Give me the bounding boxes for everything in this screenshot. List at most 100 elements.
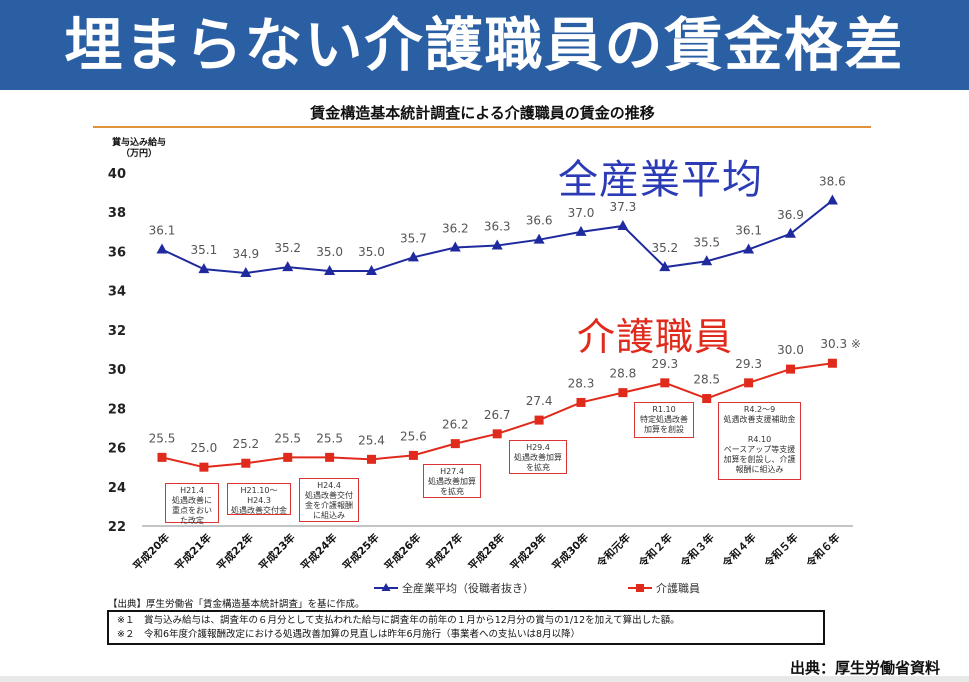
data-point-square [283, 452, 293, 462]
x-tick-label: 平成23年 [256, 531, 298, 573]
legend-marker-triangle [381, 583, 391, 591]
data-point-square [450, 439, 460, 449]
data-point-triangle [198, 263, 210, 274]
data-label: 36.9 [777, 208, 804, 222]
data-label: 35.2 [274, 241, 301, 255]
data-label: 28.3 [568, 376, 595, 390]
data-label: 25.5 [149, 431, 176, 445]
annotation-line: R4.10 [747, 435, 772, 444]
data-label: 36.2 [442, 222, 469, 236]
y-tick-label: 30 [108, 363, 126, 378]
annotation-line: 処遇改善加算 [428, 477, 476, 486]
x-tick-label: 令和２年 [635, 531, 675, 571]
series-title-care-workers: 介護職員 [577, 315, 734, 359]
data-point-square [367, 454, 376, 464]
data-point-triangle [407, 251, 419, 262]
annotation-line: 重点をおい [172, 506, 212, 515]
x-tick-label: 平成21年 [172, 531, 214, 573]
y-tick-label: 34 [108, 285, 126, 300]
annotation-r1-10: R1.10 特定処遇改善 加算を創設 [634, 402, 694, 438]
data-point-square [660, 378, 670, 388]
annotation-line: 処遇改善に [172, 496, 212, 505]
legend-label-care-workers: 介護職員 [656, 581, 700, 595]
data-point-triangle [826, 194, 838, 205]
data-label: 29.3 [651, 357, 678, 371]
x-tick-label: 令和元年 [593, 531, 633, 571]
annotation-line: R4.2～9 [743, 405, 776, 414]
data-label: 25.6 [400, 429, 427, 443]
data-point-triangle [282, 261, 294, 272]
data-point-triangle [659, 261, 671, 272]
data-point-square [492, 429, 502, 439]
data-point-triangle [701, 255, 713, 266]
annotation-line: H27.4 [440, 467, 464, 476]
annotation-line: た改定 [180, 516, 204, 525]
annotation-h21-4: H21.4 処遇改善に 重点をおい た改定 [165, 483, 219, 525]
annotation-line: H29.4 [526, 443, 550, 452]
annotation-line: 特定処遇改善 [640, 415, 688, 424]
data-point-triangle [324, 265, 336, 276]
data-point-triangle [240, 267, 252, 278]
data-label: 37.0 [568, 206, 595, 220]
data-label: 36.1 [735, 223, 762, 237]
data-label: 37.3 [610, 200, 637, 214]
x-tick-label: 令和５年 [761, 531, 801, 571]
x-tick-label: 平成26年 [382, 531, 424, 573]
data-label: 34.9 [232, 247, 259, 261]
annotation-line: H24.3 [247, 496, 271, 505]
legend-marker-square [636, 584, 644, 592]
x-tick-label: 平成24年 [298, 531, 340, 573]
data-label: 35.7 [400, 231, 427, 245]
source-citation: 【出典】厚生労働省「賃金構造基本統計調査」を基に作成。 [108, 599, 365, 610]
annotation-line: ベースアップ等支援 [723, 445, 796, 454]
x-tick-label: 平成29年 [507, 531, 549, 573]
legend-label-all-industry: 全産業平均（役職者抜き） [402, 581, 534, 595]
x-tick-label: 平成22年 [214, 531, 256, 573]
data-point-triangle [491, 239, 503, 250]
x-tick-label: 令和６年 [803, 531, 843, 571]
data-label: 35.1 [191, 243, 218, 257]
data-label: 25.4 [358, 433, 385, 447]
annotation-line: 処遇改善支援補助金 [723, 415, 796, 424]
page-title: 埋まらない介護職員の賃金格差 [64, 11, 905, 79]
y-axis-label-line2: （万円） [121, 149, 158, 159]
data-label: 25.5 [316, 431, 343, 445]
annotation-line [721, 425, 798, 435]
data-label: 36.1 [149, 223, 176, 237]
x-tick-label: 平成25年 [340, 531, 382, 573]
data-point-square [618, 388, 628, 398]
data-label: 26.7 [484, 408, 511, 422]
y-tick-label: 40 [108, 167, 126, 182]
data-label: 25.5 [274, 431, 301, 445]
title-banner [0, 0, 969, 90]
chart-title: 賃金構造基本統計調査による介護職員の賃金の推移 [310, 104, 655, 122]
data-label: 30.0 [777, 343, 804, 357]
annotation-line: を拡充 [440, 487, 464, 496]
data-point-square [241, 458, 251, 468]
y-tick-label: 22 [108, 520, 126, 535]
x-tick-label: 平成28年 [466, 531, 508, 573]
notes-box: ※１ 賞与込み給与は、調査年の６月分として支払われた給与に調査年の前年の１月から… [107, 610, 825, 645]
y-tick-label: 36 [108, 245, 126, 260]
data-point-triangle [785, 227, 796, 238]
y-tick-label: 24 [108, 481, 126, 496]
data-point-square [199, 462, 209, 472]
annotation-line: に組込み [313, 511, 345, 520]
annotation-line: 加算を創設し、介護 [723, 455, 796, 464]
data-point-triangle [575, 225, 587, 236]
data-label: 35.0 [316, 245, 343, 259]
x-tick-label: 平成30年 [549, 531, 591, 573]
y-tick-label: 26 [108, 442, 126, 457]
data-point-triangle [366, 265, 377, 276]
y-tick-label: 38 [108, 206, 126, 221]
annotation-r4: R4.2～9 処遇改善支援補助金 R4.10 ベースアップ等支援 加算を創設し、介護報… [718, 402, 801, 480]
annotation-h24-4: H24.4 処遇改善交付 金を介護報酬 に組込み [299, 478, 359, 522]
data-label: 25.2 [232, 437, 259, 451]
x-tick-label: 令和４年 [719, 531, 759, 571]
data-label: 35.2 [651, 241, 678, 255]
data-point-square [576, 397, 586, 407]
data-label: 36.6 [526, 214, 553, 228]
data-point-square [534, 415, 544, 425]
data-point-square [157, 452, 167, 462]
